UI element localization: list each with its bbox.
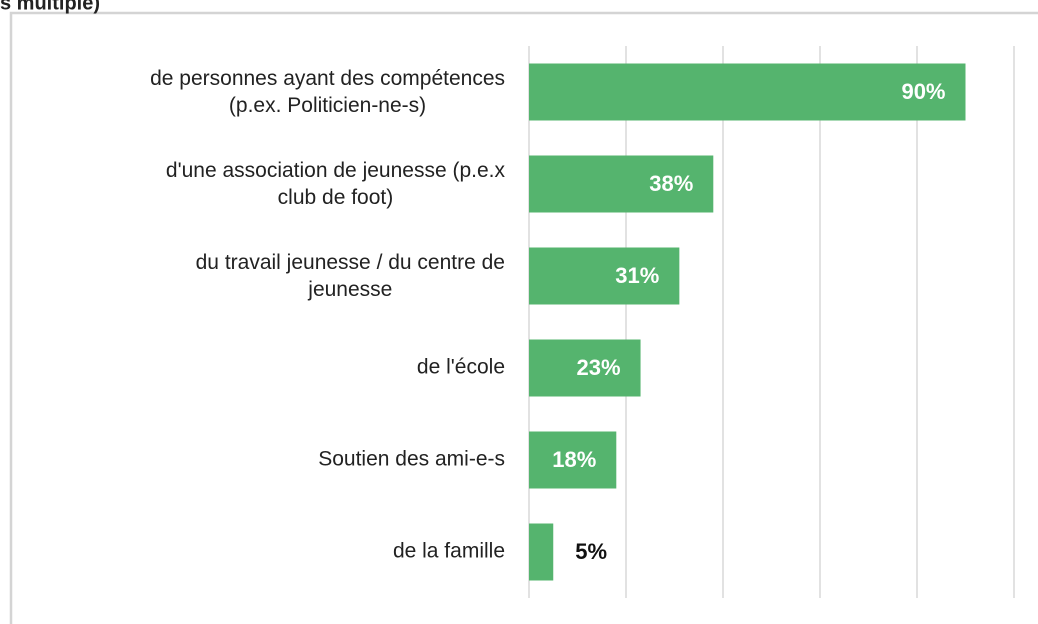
label-line: de personnes ayant des compétences: [150, 67, 505, 90]
chart-title: s multiple): [0, 0, 100, 14]
value-label: 5%: [575, 539, 607, 564]
bar: [529, 523, 554, 581]
label-line: (p.ex. Politicien-ne-s): [229, 94, 426, 117]
bar: [529, 63, 966, 121]
label-line: jeunesse: [307, 278, 392, 301]
value-label: 18%: [552, 447, 596, 472]
label-line: d'une association de jeunesse (p.e.x: [166, 159, 506, 182]
value-label: 90%: [901, 79, 945, 104]
label-line: du travail jeunesse / du centre de: [196, 251, 505, 274]
bar: [529, 247, 680, 305]
bar: [529, 431, 617, 489]
y-tick-label: d'une association de jeunesse (p.e.x club…: [166, 159, 506, 209]
value-label: 38%: [649, 171, 693, 196]
y-tick-label: de la famille: [393, 540, 505, 563]
bar: [529, 155, 714, 213]
y-tick-label: du travail jeunesse / du centre de jeunes…: [196, 251, 505, 301]
bar: [529, 339, 641, 397]
chart-frame: [9, 11, 1038, 624]
y-tick-label: de l'école: [417, 356, 505, 379]
label-line: club de foot): [278, 186, 394, 209]
value-label: 31%: [615, 263, 659, 288]
y-tick-label: de personnes ayant des compétences (p.ex.…: [150, 67, 505, 117]
y-tick-label: Soutien des ami-e-s: [318, 448, 505, 471]
value-label: 23%: [577, 355, 621, 380]
